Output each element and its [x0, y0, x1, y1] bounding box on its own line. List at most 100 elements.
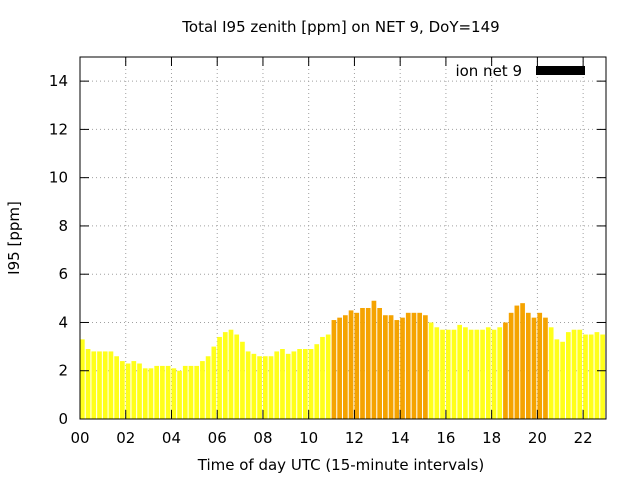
x-tick-label: 18	[482, 429, 501, 447]
data-bar	[142, 368, 148, 419]
data-bar	[108, 351, 114, 419]
data-bar	[234, 334, 240, 419]
data-bar	[262, 356, 268, 419]
data-bar	[240, 341, 245, 419]
data-bar	[451, 329, 457, 419]
data-bar	[485, 327, 491, 419]
data-bar	[222, 332, 228, 419]
data-bar	[548, 327, 554, 419]
data-bar	[468, 329, 474, 419]
y-tick-label: 8	[58, 217, 68, 235]
y-tick-label: 0	[58, 410, 68, 428]
data-bar	[411, 312, 417, 419]
x-tick-label: 12	[345, 429, 364, 447]
data-bar	[474, 329, 480, 419]
data-bar	[245, 351, 251, 419]
data-bar	[302, 349, 308, 419]
data-bar	[565, 332, 571, 419]
data-bar	[377, 307, 382, 419]
data-bar	[211, 346, 217, 419]
data-bar	[600, 334, 605, 419]
x-tick-label: 14	[391, 429, 410, 447]
data-bar	[177, 370, 182, 419]
x-tick-label: 08	[253, 429, 272, 447]
data-bar	[131, 361, 137, 419]
chart-title: Total I95 zenith [ppm] on NET 9, DoY=149	[181, 18, 499, 36]
data-bar	[497, 327, 503, 419]
data-bar	[480, 329, 485, 419]
data-bar	[571, 329, 577, 419]
data-bar	[85, 349, 91, 419]
data-bar	[97, 351, 102, 419]
data-bar	[148, 368, 154, 419]
data-bar	[405, 312, 411, 419]
data-bar	[503, 322, 508, 419]
data-bar	[588, 334, 594, 419]
legend-swatch	[536, 66, 585, 75]
data-bar	[440, 329, 445, 419]
x-tick-label: 16	[436, 429, 455, 447]
data-bar	[182, 365, 188, 419]
legend: ion net 9	[455, 62, 585, 80]
data-bar	[514, 305, 520, 419]
y-axis-label: I95 [ppm]	[5, 201, 23, 275]
y-tick-label: 6	[58, 265, 68, 283]
grid-lines	[80, 57, 606, 419]
x-tick-labels: 00 02 04 06 08 10 12 14 16 18 20 22	[70, 429, 592, 447]
data-bar	[354, 312, 360, 419]
data-bar	[337, 317, 342, 419]
data-bar	[114, 356, 119, 419]
data-bar	[228, 329, 234, 419]
data-bar	[463, 327, 468, 419]
y-tick-label: 10	[49, 169, 68, 187]
data-bar	[251, 353, 257, 419]
data-bar	[200, 361, 205, 419]
data-bar	[417, 312, 423, 419]
x-tick-label: 22	[574, 429, 593, 447]
data-bar	[120, 361, 125, 419]
data-bar	[343, 315, 348, 419]
data-bar	[325, 334, 331, 419]
data-bar	[188, 365, 194, 419]
x-tick-label: 02	[116, 429, 135, 447]
data-bar	[531, 317, 537, 419]
data-bar	[268, 356, 274, 419]
data-bar	[520, 303, 525, 419]
data-bar	[291, 351, 297, 419]
data-bar	[400, 317, 405, 419]
y-tick-labels: 0 2 4 6 8 10 12 14	[49, 72, 68, 428]
data-bar	[171, 368, 177, 419]
data-bar	[554, 339, 560, 419]
data-bar	[257, 356, 262, 419]
data-bar	[394, 320, 400, 419]
data-bar	[297, 349, 302, 419]
data-bar	[165, 365, 171, 419]
axis-ticks	[79, 57, 606, 420]
data-bar	[91, 351, 97, 419]
plot-frame	[79, 56, 607, 420]
data-bar	[154, 365, 160, 419]
data-bar	[371, 300, 377, 419]
data-bar	[125, 363, 131, 419]
x-tick-label: 00	[70, 429, 89, 447]
x-tick-label: 06	[208, 429, 227, 447]
data-bar	[583, 334, 588, 419]
data-bar	[274, 351, 280, 419]
data-bar	[457, 324, 463, 419]
data-bar	[320, 336, 325, 419]
data-bar	[434, 327, 440, 419]
data-bar	[537, 312, 543, 419]
data-bar	[314, 344, 320, 419]
data-bar	[360, 307, 365, 419]
y-tick-label: 4	[58, 313, 68, 331]
data-bar	[308, 349, 314, 419]
data-bar	[194, 365, 200, 419]
data-bar	[423, 315, 428, 419]
data-bar	[388, 315, 394, 419]
data-bar	[577, 329, 583, 419]
data-bar	[508, 312, 514, 419]
data-bar	[383, 315, 388, 419]
data-bar	[560, 341, 565, 419]
y-tick-label: 12	[49, 120, 68, 138]
